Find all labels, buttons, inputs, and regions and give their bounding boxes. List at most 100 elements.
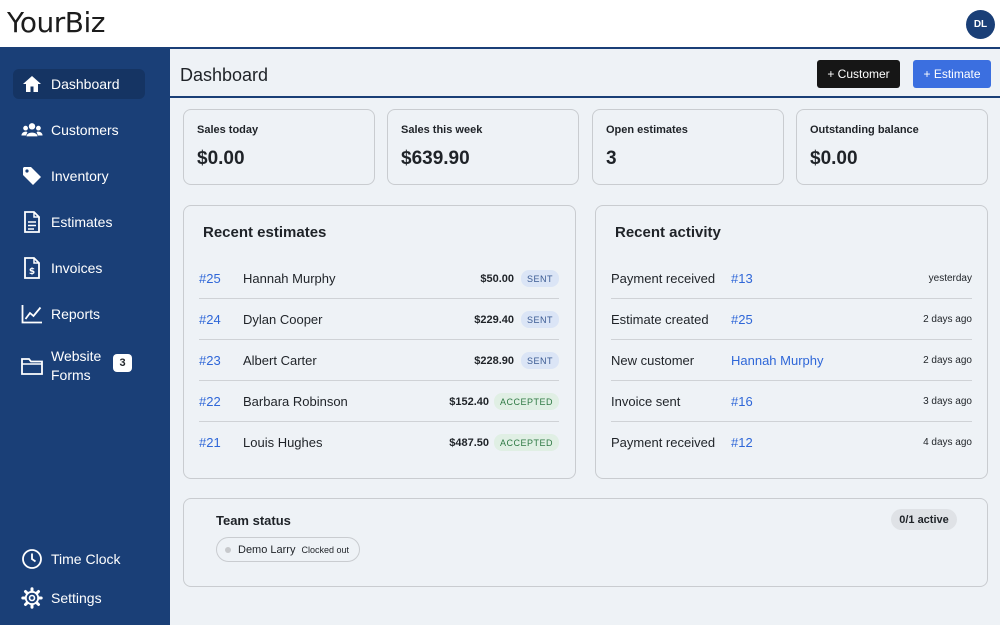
- stat-label: Outstanding balance: [810, 124, 919, 136]
- activity-time: 4 days ago: [923, 437, 972, 448]
- sidebar-item-invoices[interactable]: $ Invoices: [13, 253, 145, 283]
- customer-name: Louis Hughes: [243, 435, 323, 450]
- app-logo[interactable]: YourBiz: [7, 6, 105, 39]
- sidebar-item-label: Inventory: [51, 167, 109, 184]
- estimate-row[interactable]: #23 Albert Carter $228.90 SENT: [199, 340, 559, 381]
- estimate-row[interactable]: #21 Louis Hughes $487.50 ACCEPTED: [199, 422, 559, 463]
- stat-value: 3: [606, 148, 617, 169]
- estimate-amount: $487.50: [449, 437, 489, 449]
- status-badge: ACCEPTED: [493, 393, 559, 410]
- sidebar-item-label-line1: Website: [51, 348, 102, 364]
- status-badge: ACCEPTED: [493, 434, 559, 451]
- sidebar-item-label: Estimates: [51, 213, 113, 230]
- sidebar-item-label: Website Forms: [51, 347, 101, 385]
- estimate-row[interactable]: #25 Hannah Murphy $50.00 SENT: [199, 258, 559, 299]
- estimate-amount: $50.00: [480, 273, 514, 285]
- activity-time: yesterday: [928, 273, 972, 284]
- stat-value: $0.00: [197, 148, 245, 169]
- activity-row: Payment received #13 yesterday: [611, 258, 972, 299]
- chart-line-icon: [21, 303, 43, 325]
- panel-title: Recent activity: [615, 224, 721, 241]
- activity-row: Payment received #12 4 days ago: [611, 422, 972, 463]
- activity-time: 2 days ago: [923, 355, 972, 366]
- page-title: Dashboard: [180, 65, 269, 85]
- recent-estimates-panel: Recent estimates #25 Hannah Murphy $50.0…: [183, 205, 576, 479]
- stat-label: Open estimates: [606, 124, 688, 136]
- customer-name: Dylan Cooper: [243, 312, 323, 327]
- sidebar-item-label: Reports: [51, 305, 101, 322]
- folder-icon: [21, 355, 43, 377]
- estimate-id-link[interactable]: #24: [199, 312, 221, 327]
- panel-title: Team status: [216, 513, 291, 528]
- customer-name: Barbara Robinson: [243, 394, 348, 409]
- member-name: Demo Larry: [238, 543, 296, 556]
- activity-label: Invoice sent: [611, 394, 681, 409]
- top-bar: YourBiz DL: [0, 0, 1000, 49]
- stat-value: $0.00: [810, 148, 858, 169]
- activity-link[interactable]: #25: [731, 312, 753, 327]
- customer-name: Hannah Murphy: [243, 271, 336, 286]
- estimate-row[interactable]: #22 Barbara Robinson $152.40 ACCEPTED: [199, 381, 559, 422]
- activity-label: New customer: [611, 353, 695, 368]
- user-avatar[interactable]: DL: [966, 10, 995, 39]
- activity-link[interactable]: #16: [731, 394, 753, 409]
- sidebar-item-website-forms[interactable]: Website Forms 3: [13, 346, 145, 386]
- sidebar-item-settings[interactable]: Settings: [13, 583, 145, 613]
- team-status-panel: Team status 0/1 active Demo Larry Clocke…: [183, 498, 988, 587]
- estimate-id-link[interactable]: #21: [199, 435, 221, 450]
- activity-row: Invoice sent #16 3 days ago: [611, 381, 972, 422]
- stat-label: Sales this week: [401, 124, 483, 136]
- activity-label: Payment received: [611, 435, 716, 450]
- panel-title: Recent estimates: [203, 224, 327, 241]
- users-icon: [21, 119, 43, 141]
- active-count-badge: 0/1 active: [891, 509, 957, 530]
- add-estimate-button[interactable]: + Estimate: [913, 60, 991, 88]
- sidebar-item-label: Invoices: [51, 259, 103, 276]
- estimate-amount: $228.90: [474, 355, 514, 367]
- sidebar-item-customers[interactable]: Customers: [13, 115, 145, 145]
- gear-icon: [21, 587, 43, 609]
- document-icon: [21, 211, 43, 233]
- activity-link[interactable]: #13: [731, 271, 753, 286]
- add-customer-button[interactable]: + Customer: [817, 60, 900, 88]
- sidebar-item-reports[interactable]: Reports: [13, 299, 145, 329]
- status-badge: SENT: [520, 352, 559, 369]
- sidebar-item-inventory[interactable]: Inventory: [13, 161, 145, 191]
- customer-name: Albert Carter: [243, 353, 317, 368]
- tag-icon: [21, 165, 43, 187]
- estimate-id-link[interactable]: #25: [199, 271, 221, 286]
- count-badge: 3: [113, 354, 132, 372]
- sidebar-item-dashboard[interactable]: Dashboard: [13, 69, 145, 99]
- sidebar-item-label: Time Clock: [51, 550, 121, 567]
- member-status: Clocked out: [301, 544, 349, 555]
- recent-activity-panel: Recent activity Payment received #13 yes…: [595, 205, 988, 479]
- estimate-id-link[interactable]: #22: [199, 394, 221, 409]
- clock-icon: [21, 548, 43, 570]
- sidebar-item-time-clock[interactable]: Time Clock: [13, 544, 145, 574]
- estimate-row[interactable]: #24 Dylan Cooper $229.40 SENT: [199, 299, 559, 340]
- stat-card-sales-this-week: Sales this week $639.90: [387, 109, 579, 185]
- page-header: Dashboard + Customer + Estimate: [170, 49, 1000, 98]
- stat-card-open-estimates: Open estimates 3: [592, 109, 784, 185]
- invoice-icon: $: [21, 257, 43, 279]
- sidebar: Dashboard Customers Inventory Estimates …: [0, 49, 170, 625]
- sidebar-item-label: Customers: [51, 121, 119, 138]
- activity-label: Estimate created: [611, 312, 709, 327]
- activity-label: Payment received: [611, 271, 716, 286]
- status-badge: SENT: [520, 270, 559, 287]
- activity-time: 2 days ago: [923, 314, 972, 325]
- activity-row: Estimate created #25 2 days ago: [611, 299, 972, 340]
- status-dot: [225, 546, 231, 553]
- team-member-chip[interactable]: Demo Larry Clocked out: [216, 537, 360, 562]
- svg-text:$: $: [29, 267, 35, 277]
- sidebar-item-label: Settings: [51, 589, 102, 606]
- home-icon: [21, 73, 43, 95]
- stat-label: Sales today: [197, 124, 259, 136]
- estimate-amount: $229.40: [474, 314, 514, 326]
- activity-link[interactable]: #12: [731, 435, 753, 450]
- estimate-id-link[interactable]: #23: [199, 353, 221, 368]
- sidebar-item-estimates[interactable]: Estimates: [13, 207, 145, 237]
- estimate-amount: $152.40: [449, 396, 489, 408]
- activity-link[interactable]: Hannah Murphy: [731, 353, 824, 368]
- status-badge: SENT: [520, 311, 559, 328]
